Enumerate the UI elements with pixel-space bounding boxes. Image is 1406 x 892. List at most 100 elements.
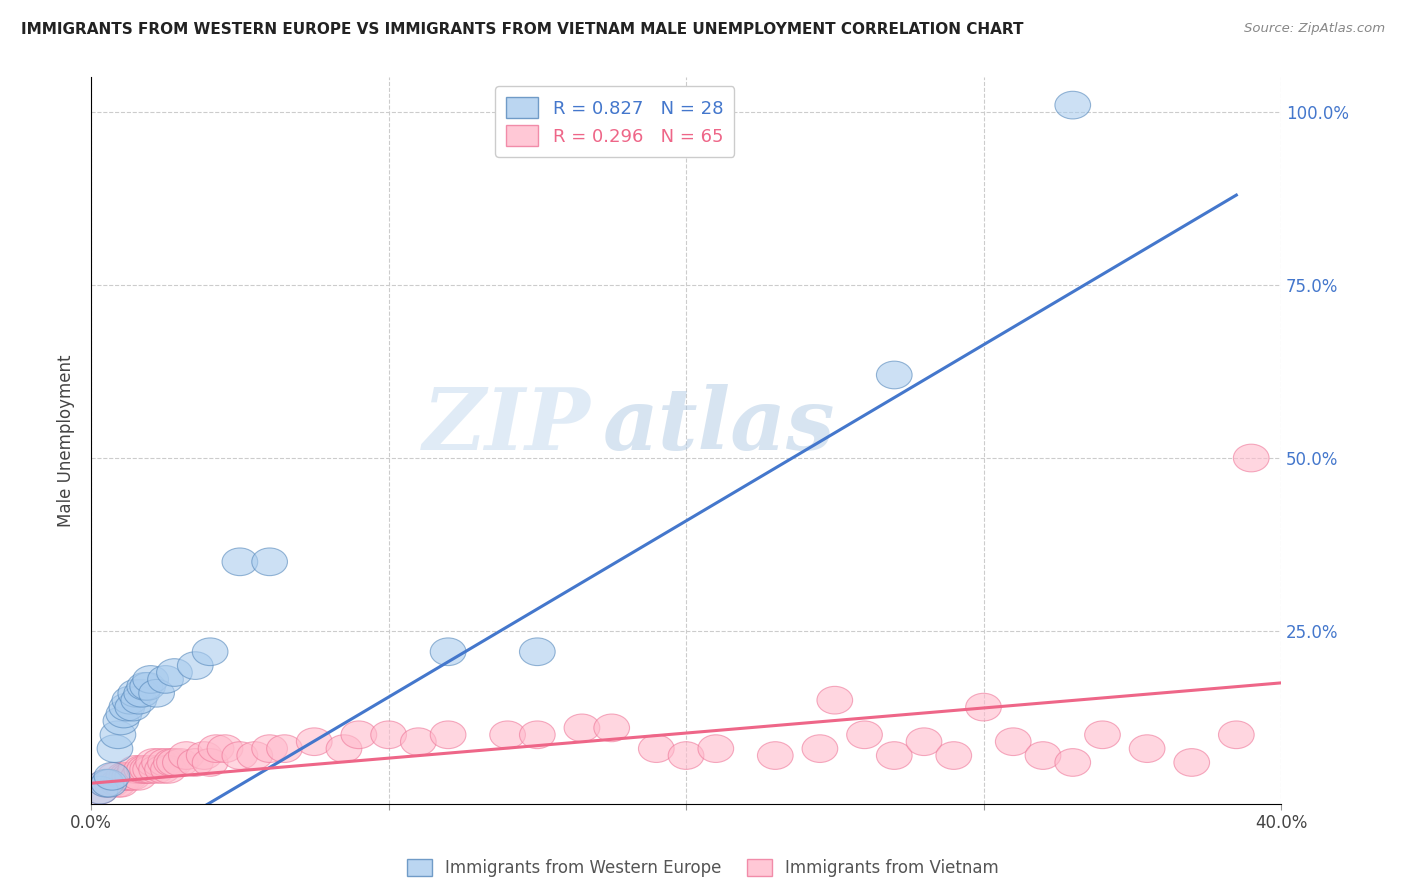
Legend: Immigrants from Western Europe, Immigrants from Vietnam: Immigrants from Western Europe, Immigran…: [401, 852, 1005, 884]
Ellipse shape: [1084, 721, 1121, 748]
Ellipse shape: [118, 680, 153, 707]
Ellipse shape: [163, 748, 198, 776]
Ellipse shape: [267, 735, 302, 763]
Ellipse shape: [148, 748, 183, 776]
Ellipse shape: [638, 735, 673, 763]
Ellipse shape: [236, 742, 273, 770]
Ellipse shape: [118, 756, 153, 783]
Ellipse shape: [94, 770, 129, 797]
Ellipse shape: [121, 686, 156, 714]
Ellipse shape: [936, 742, 972, 770]
Ellipse shape: [519, 638, 555, 665]
Ellipse shape: [124, 756, 159, 783]
Ellipse shape: [1025, 742, 1062, 770]
Ellipse shape: [97, 735, 132, 763]
Ellipse shape: [846, 721, 883, 748]
Ellipse shape: [801, 735, 838, 763]
Ellipse shape: [153, 748, 190, 776]
Ellipse shape: [342, 721, 377, 748]
Ellipse shape: [105, 700, 142, 728]
Ellipse shape: [115, 693, 150, 721]
Ellipse shape: [207, 735, 243, 763]
Ellipse shape: [110, 693, 145, 721]
Ellipse shape: [697, 735, 734, 763]
Ellipse shape: [132, 756, 169, 783]
Ellipse shape: [430, 638, 465, 665]
Ellipse shape: [1129, 735, 1166, 763]
Ellipse shape: [907, 728, 942, 756]
Ellipse shape: [297, 728, 332, 756]
Ellipse shape: [82, 776, 118, 804]
Ellipse shape: [150, 756, 187, 783]
Ellipse shape: [103, 707, 139, 735]
Ellipse shape: [876, 361, 912, 389]
Ellipse shape: [1219, 721, 1254, 748]
Ellipse shape: [142, 748, 177, 776]
Ellipse shape: [430, 721, 465, 748]
Ellipse shape: [489, 721, 526, 748]
Ellipse shape: [401, 728, 436, 756]
Ellipse shape: [100, 721, 136, 748]
Ellipse shape: [145, 756, 180, 783]
Ellipse shape: [177, 748, 214, 776]
Ellipse shape: [124, 680, 159, 707]
Ellipse shape: [177, 652, 214, 680]
Ellipse shape: [817, 686, 852, 714]
Ellipse shape: [89, 770, 124, 797]
Ellipse shape: [519, 721, 555, 748]
Text: Source: ZipAtlas.com: Source: ZipAtlas.com: [1244, 22, 1385, 36]
Ellipse shape: [139, 680, 174, 707]
Ellipse shape: [127, 673, 163, 700]
Ellipse shape: [564, 714, 600, 742]
Ellipse shape: [156, 658, 193, 686]
Ellipse shape: [252, 548, 287, 575]
Ellipse shape: [105, 763, 142, 790]
Text: atlas: atlas: [603, 384, 835, 468]
Ellipse shape: [91, 770, 127, 797]
Ellipse shape: [966, 693, 1001, 721]
Ellipse shape: [876, 742, 912, 770]
Ellipse shape: [193, 638, 228, 665]
Ellipse shape: [995, 728, 1031, 756]
Ellipse shape: [132, 665, 169, 693]
Ellipse shape: [1233, 444, 1270, 472]
Ellipse shape: [1054, 748, 1091, 776]
Ellipse shape: [1174, 748, 1209, 776]
Ellipse shape: [593, 714, 630, 742]
Ellipse shape: [121, 763, 156, 790]
Ellipse shape: [112, 686, 148, 714]
Ellipse shape: [97, 763, 132, 790]
Ellipse shape: [91, 770, 127, 797]
Ellipse shape: [115, 763, 150, 790]
Ellipse shape: [758, 742, 793, 770]
Ellipse shape: [222, 548, 257, 575]
Ellipse shape: [668, 742, 704, 770]
Ellipse shape: [198, 735, 233, 763]
Text: ZIP: ZIP: [423, 384, 591, 468]
Ellipse shape: [103, 770, 139, 797]
Ellipse shape: [371, 721, 406, 748]
Ellipse shape: [326, 735, 361, 763]
Ellipse shape: [187, 742, 222, 770]
Ellipse shape: [136, 748, 172, 776]
Ellipse shape: [252, 735, 287, 763]
Ellipse shape: [193, 748, 228, 776]
Ellipse shape: [148, 665, 183, 693]
Ellipse shape: [169, 742, 204, 770]
Ellipse shape: [156, 748, 193, 776]
Legend: R = 0.827   N = 28, R = 0.296   N = 65: R = 0.827 N = 28, R = 0.296 N = 65: [495, 87, 734, 157]
Ellipse shape: [1054, 91, 1091, 119]
Ellipse shape: [82, 776, 118, 804]
Ellipse shape: [129, 673, 166, 700]
Ellipse shape: [112, 763, 148, 790]
Text: IMMIGRANTS FROM WESTERN EUROPE VS IMMIGRANTS FROM VIETNAM MALE UNEMPLOYMENT CORR: IMMIGRANTS FROM WESTERN EUROPE VS IMMIGR…: [21, 22, 1024, 37]
Ellipse shape: [89, 770, 124, 797]
Ellipse shape: [127, 756, 163, 783]
Ellipse shape: [139, 756, 174, 783]
Ellipse shape: [222, 742, 257, 770]
Ellipse shape: [129, 756, 166, 783]
Ellipse shape: [110, 763, 145, 790]
Ellipse shape: [94, 763, 129, 790]
Ellipse shape: [100, 770, 136, 797]
Y-axis label: Male Unemployment: Male Unemployment: [58, 354, 75, 527]
